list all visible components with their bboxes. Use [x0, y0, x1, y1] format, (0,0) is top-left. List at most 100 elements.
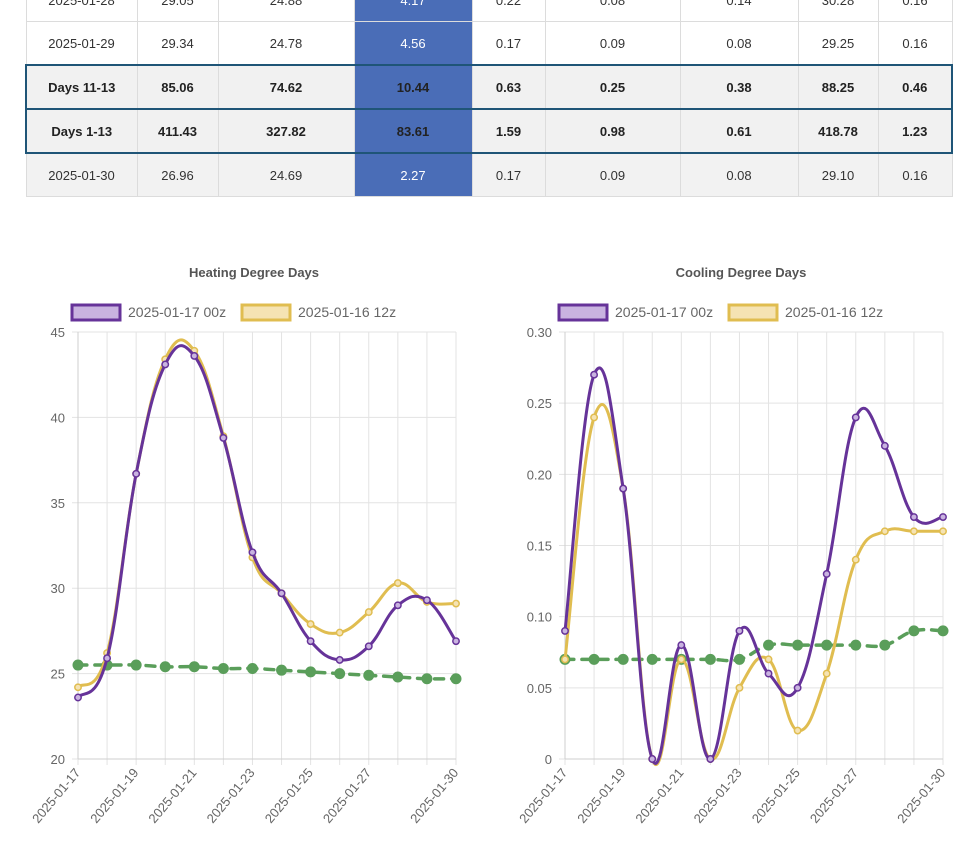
table-cell: 1.59 — [471, 108, 546, 154]
grid — [72, 331, 457, 765]
x-tick-label: 2025-01-19 — [574, 765, 628, 826]
table-cell: 0.09 — [544, 152, 681, 197]
data-point — [450, 673, 462, 685]
table-cell: 4.17 — [353, 0, 473, 22]
y-tick-label: 25 — [51, 667, 65, 682]
x-tick-label: 2025-01-25 — [749, 765, 803, 826]
data-point — [130, 659, 142, 671]
chart-title: Heating Degree Days — [189, 265, 319, 280]
x-tick-label: 2025-01-17 — [516, 765, 570, 826]
x-tick-label: 2025-01-19 — [87, 765, 141, 826]
series-line — [563, 403, 945, 766]
data-point — [733, 653, 745, 665]
table-cell: 30.28 — [797, 0, 879, 22]
table-cell: 24.78 — [217, 21, 355, 66]
table-cell: 1.23 — [877, 108, 953, 154]
table-cell: 0.46 — [877, 64, 953, 110]
data-point — [561, 655, 569, 664]
table-cell: 327.82 — [217, 108, 355, 154]
x-tick-label: 2025-01-21 — [632, 765, 686, 826]
row-label-cell: Days 1-13 — [25, 108, 138, 154]
summary-row: Days 11-13 85.06 74.62 10.44 0.63 0.25 0.38 88.… — [25, 64, 953, 110]
legend-label: 2025-01-16 12z — [298, 304, 396, 320]
legend-swatch — [727, 303, 779, 322]
legend-swatch — [557, 303, 609, 322]
data-point — [909, 513, 918, 521]
data-point — [452, 599, 460, 608]
y-tick-label: 40 — [51, 410, 65, 425]
data-point — [619, 484, 628, 493]
series-2025-01-17-00z — [561, 366, 947, 765]
data-point — [392, 671, 404, 683]
legend-label: 2025-01-16 12z — [785, 304, 883, 320]
x-tick-label: 2025-01-27 — [320, 765, 374, 826]
data-point — [334, 668, 346, 680]
y-tick-label: 0.20 — [527, 467, 552, 482]
data-point — [880, 441, 889, 450]
legend-swatch — [240, 303, 292, 322]
x-tick-label: 2025-01-30 — [894, 765, 948, 826]
table-cell: 0.61 — [679, 108, 799, 154]
data-point — [364, 642, 373, 651]
data-point — [363, 669, 375, 681]
data-point — [306, 620, 315, 629]
table-cell: 85.06 — [136, 64, 219, 110]
summary-row: Days 1-13 411.43 327.82 83.61 1.59 0.98 0.61 41… — [25, 108, 953, 154]
table-cell: 29.25 — [797, 21, 879, 66]
data-point — [161, 360, 170, 369]
data-point — [851, 413, 860, 422]
data-point — [763, 639, 775, 651]
data-point — [704, 653, 716, 665]
table-cell: 418.78 — [797, 108, 879, 154]
y-tick-label: 30 — [51, 581, 65, 596]
table-cell: 26.96 — [136, 152, 219, 197]
row-label-cell: 2025-01-29 — [25, 21, 138, 66]
table-row: 2025-01-30 26.96 24.69 2.27 0.17 0.09 0.08 29.1… — [25, 152, 953, 197]
data-point — [393, 579, 402, 588]
data-point — [364, 608, 373, 617]
data-point — [452, 637, 460, 646]
legend-label: 2025-01-17 00z — [128, 304, 226, 320]
table-cell: 0.17 — [471, 152, 546, 197]
x-tick-label: 2025-01-30 — [407, 765, 461, 826]
table-cell: 0.14 — [679, 0, 799, 22]
data-point — [306, 637, 315, 646]
x-tick-label: 2025-01-27 — [807, 765, 861, 826]
data-point — [879, 639, 891, 651]
table-cell: 0.38 — [679, 64, 799, 110]
table-cell: 74.62 — [217, 64, 355, 110]
y-tick-label: 20 — [51, 752, 65, 767]
heating-degree-days-chart: Heating Degree Days 2025-01-17 00z 2025-01… — [0, 250, 487, 842]
data-point — [335, 655, 344, 664]
data-point — [590, 413, 599, 422]
data-point — [590, 370, 599, 379]
chart-svg: Heating Degree Days 2025-01-17 00z 2025-01… — [29, 265, 462, 826]
table-cell: 83.61 — [353, 108, 473, 154]
data-point — [880, 527, 889, 536]
table-cell: 4.56 — [353, 21, 473, 66]
series-normal — [72, 659, 462, 685]
y-tick-label: 0.05 — [527, 681, 552, 696]
data-point — [103, 654, 112, 663]
data-point — [217, 662, 229, 674]
legend-item: 2025-01-17 00z — [557, 303, 713, 322]
data-point — [617, 653, 629, 665]
data-point — [561, 626, 569, 635]
series-2025-01-17-00z — [74, 344, 460, 702]
series-line — [76, 344, 458, 700]
data-point — [908, 625, 920, 637]
table-cell: 0.98 — [544, 108, 681, 154]
data-point — [939, 527, 947, 536]
grid — [559, 331, 944, 765]
data-point — [335, 628, 344, 637]
data-point — [821, 639, 833, 651]
table-cell: 411.43 — [136, 108, 219, 154]
table-row: 2025-01-28 29.05 24.88 4.17 0.22 0.08 0.14 30.2… — [25, 0, 953, 22]
data-point — [822, 570, 831, 578]
row-label-cell: 2025-01-30 — [25, 152, 138, 197]
table-cell: 0.17 — [471, 21, 546, 66]
table-cell: 0.08 — [679, 152, 799, 197]
data-point — [422, 596, 431, 605]
data-point — [764, 655, 773, 664]
data-point — [72, 659, 84, 671]
